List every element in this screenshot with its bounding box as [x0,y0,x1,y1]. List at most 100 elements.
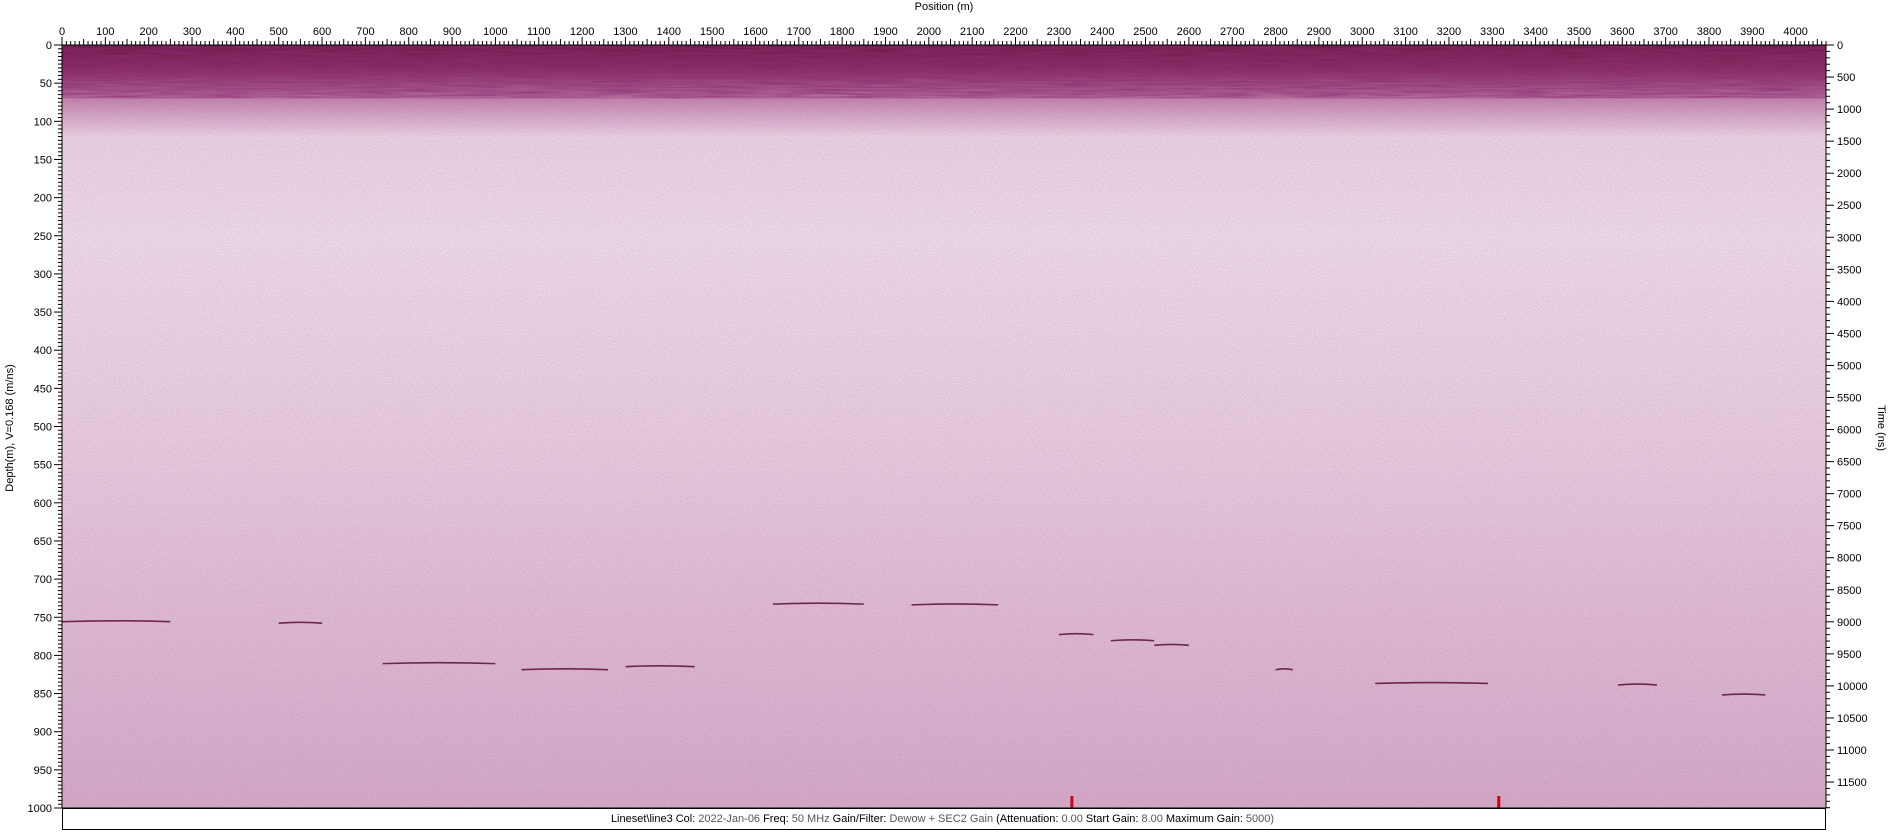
info-max-label: Maximum Gain: [1165,813,1243,825]
depth-tick-label: 350 [34,307,52,319]
time-tick-label: 8000 [1837,553,1861,565]
time-tick-label: 10000 [1837,681,1868,693]
x-tick-label: 500 [270,26,288,38]
x-tick-label: 3900 [1740,26,1764,38]
position-marker-1 [1497,796,1501,808]
info-max-value: 5000) [1245,813,1275,825]
x-tick-label: 3700 [1653,26,1677,38]
reflector-10 [1275,668,1294,671]
x-tick-label: 1000 [483,26,507,38]
depth-tick-label: 50 [40,78,52,90]
depth-tick-label: 200 [34,193,52,205]
reflector-7 [1058,632,1094,636]
time-tick-label: 6500 [1837,457,1861,469]
x-tick-label: 3800 [1697,26,1721,38]
reflector-9 [1154,643,1189,647]
reflector-5 [772,602,864,605]
time-tick-label: 2000 [1837,168,1861,180]
time-tick-label: 8500 [1837,585,1861,597]
info-atten-label: (Attenuation: [996,813,1059,825]
x-tick-label: 1900 [873,26,897,38]
info-freq-label: Freq: [763,813,789,825]
info-col-label: Col: [675,813,696,825]
x-tick-label: 1100 [527,26,551,38]
x-tick-label: 2600 [1177,26,1201,38]
depth-tick-label: 500 [34,422,52,434]
x-tick-label: 1200 [570,26,594,38]
time-tick-label: 7500 [1837,521,1861,533]
depth-axis-left: 0 50 100 150 200 250 300 350 400 450 500 550 600 650 7… [28,40,62,815]
time-tick-label: 3000 [1837,232,1861,244]
depth-tick-label: 300 [34,269,52,281]
reflector-3 [521,668,609,671]
x-tick-label: 1600 [743,26,767,38]
y-axis-title-right: Time (ns) [1875,405,1887,451]
x-tick-label: 1400 [657,26,681,38]
info-start-label: Start Gain: [1085,813,1139,825]
x-axis-top: 0 100 200 300 400 500 600 700 800 900 1000 1100 1200… [59,26,1827,45]
x-tick-label: 2000 [917,26,941,38]
x-tick-label: 2500 [1133,26,1157,38]
x-tick-label: 3400 [1523,26,1547,38]
y-axis-title-left: Depth(m), V=0.168 (m/ns) [4,364,16,491]
time-tick-label: 4500 [1837,328,1861,340]
depth-tick-label: 900 [34,727,52,739]
time-tick-label: 5000 [1837,360,1861,372]
time-tick-label: 9500 [1837,649,1861,661]
x-tick-label: 3200 [1437,26,1461,38]
x-tick-label: 1300 [613,26,637,38]
depth-tick-label: 850 [34,689,52,701]
reflector-8 [1110,639,1155,642]
reflector-13 [1721,693,1766,696]
depth-tick-label: 650 [34,536,52,548]
depth-tick-label: 1000 [28,803,52,815]
x-tick-label: 3600 [1610,26,1634,38]
reflector-2 [382,661,496,665]
x-tick-label: 2900 [1307,26,1331,38]
markers-layer [1070,796,1501,808]
depth-tick-label: 700 [34,574,52,586]
x-tick-label: 3500 [1567,26,1591,38]
x-tick-label: 1800 [830,26,854,38]
depth-tick-label: 100 [34,116,52,128]
time-tick-label: 7000 [1837,489,1861,501]
reflector-1 [278,621,323,624]
depth-tick-label: 800 [34,650,52,662]
depth-tick-label: 150 [34,154,52,166]
x-tick-label: 300 [183,26,201,38]
x-axis-title: Position (m) [915,1,974,13]
x-tick-label: 700 [356,26,374,38]
time-tick-label: 9000 [1837,617,1861,629]
depth-tick-label: 950 [34,765,52,777]
x-tick-label: 600 [313,26,331,38]
x-tick-label: 3100 [1393,26,1417,38]
survey-info-bar: Lineset\line3 Col: 2022-Jan-06 Freq: 50 … [62,808,1826,830]
reflector-11 [1375,681,1488,685]
time-tick-label: 3500 [1837,264,1861,276]
time-tick-label: 11500 [1837,777,1867,789]
time-tick-label: 1500 [1837,136,1861,148]
time-tick-label: 11000 [1837,745,1867,757]
x-tick-label: 100 [96,26,114,38]
x-tick-label: 4000 [1783,26,1807,38]
info-line: Lineset\line3 [610,813,673,825]
reflector-4 [625,664,695,668]
time-tick-label: 4000 [1837,296,1861,308]
depth-tick-label: 250 [34,231,52,243]
x-tick-label: 200 [140,26,158,38]
x-tick-label: 2300 [1047,26,1071,38]
depth-tick-label: 550 [34,460,52,472]
time-axis-right: 0 500 1000 1500 2000 2500 3000 3500 4000 4500 5000… [1826,40,1868,809]
depth-tick-label: 750 [34,612,52,624]
position-marker-0 [1070,796,1074,808]
radargram-noise [62,45,1826,808]
time-tick-label: 10500 [1837,713,1868,725]
info-freq-value: 50 MHz [791,813,830,825]
info-atten-value: 0.00 [1061,813,1083,825]
info-start-value: 8.00 [1141,813,1163,825]
x-tick-label: 2700 [1220,26,1244,38]
depth-tick-label: 450 [34,383,52,395]
x-tick-label: 2100 [960,26,984,38]
depth-tick-label: 600 [34,498,52,510]
info-gain-label: Gain/Filter: [832,813,887,825]
